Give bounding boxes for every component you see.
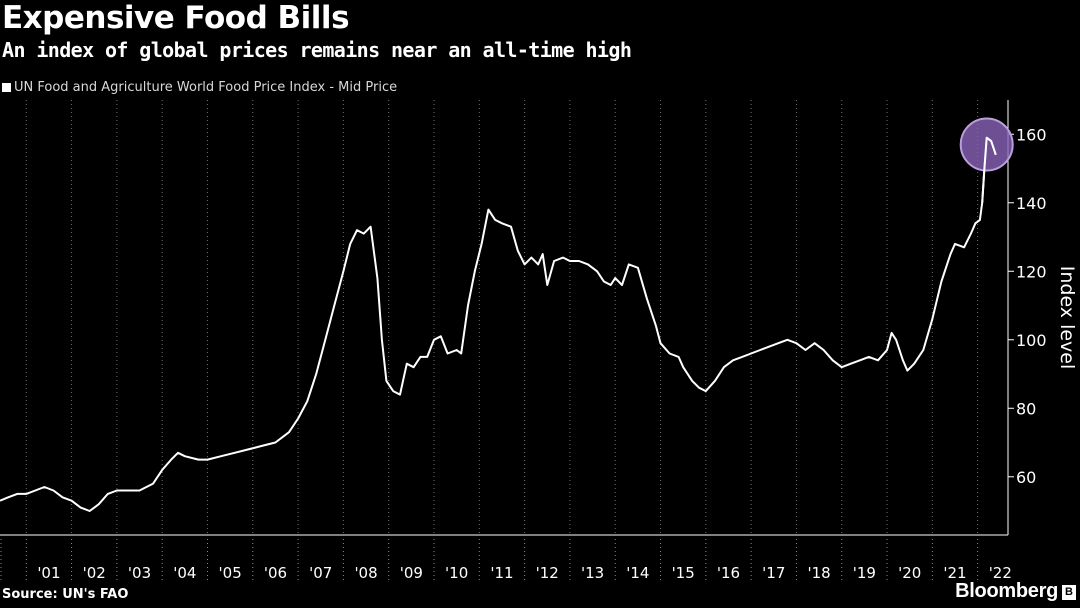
x-tick-label: '01 — [37, 564, 60, 582]
x-tick-label: '07 — [309, 564, 332, 582]
x-tick-label: '13 — [581, 564, 604, 582]
y-tick-label: 60 — [1016, 468, 1036, 487]
y-tick-label: 140 — [1016, 194, 1047, 213]
x-tick-label: '12 — [536, 564, 559, 582]
legend-swatch-icon — [2, 83, 11, 92]
x-tick-label: '06 — [264, 564, 287, 582]
chart-title: Expensive Food Bills — [2, 0, 350, 36]
y-axis-label: Index level — [1056, 266, 1078, 370]
y-tick-label: 160 — [1016, 125, 1047, 144]
x-tick-label: '21 — [943, 564, 966, 582]
source-note: Source: UN's FAO — [2, 587, 129, 602]
x-tick-label: '16 — [717, 564, 740, 582]
series-line — [0, 136, 997, 512]
y-tick-label: 120 — [1016, 262, 1047, 281]
y-tick-label: 80 — [1016, 399, 1036, 418]
x-tick-label: '20 — [898, 564, 921, 582]
x-tick-label: '18 — [807, 564, 830, 582]
x-tick-label: '10 — [445, 564, 468, 582]
brand-mark-icon: B — [1062, 585, 1076, 600]
legend: UN Food and Agriculture World Food Price… — [2, 80, 397, 95]
x-tick-label: '02 — [83, 564, 106, 582]
x-tick-label: '19 — [853, 564, 876, 582]
series-line-highlight — [981, 136, 997, 203]
x-tick-label: '17 — [762, 564, 785, 582]
x-tick-label: '05 — [219, 564, 242, 582]
legend-label: UN Food and Agriculture World Food Price… — [14, 80, 398, 95]
chart-subtitle: An index of global prices remains near a… — [2, 38, 632, 62]
x-tick-label: '22 — [989, 564, 1012, 582]
x-tick-label: '09 — [400, 564, 423, 582]
x-tick-label: '14 — [626, 564, 649, 582]
x-tick-label: '15 — [672, 564, 695, 582]
brand-logo: Bloomberg — [955, 580, 1058, 602]
x-tick-label: '03 — [128, 564, 151, 582]
y-tick-label: 100 — [1016, 331, 1047, 350]
x-tick-label: '04 — [173, 564, 196, 582]
x-tick-label: '08 — [354, 564, 377, 582]
x-tick-label: '11 — [490, 564, 513, 582]
